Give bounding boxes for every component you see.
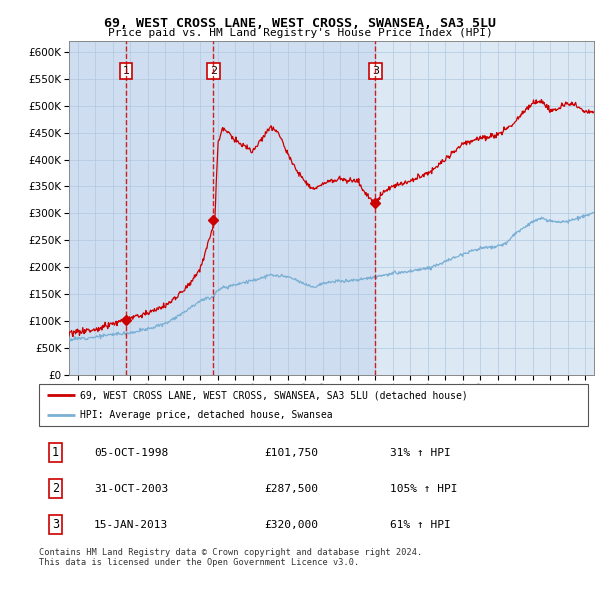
Text: 69, WEST CROSS LANE, WEST CROSS, SWANSEA, SA3 5LU: 69, WEST CROSS LANE, WEST CROSS, SWANSEA… <box>104 17 496 30</box>
Bar <box>126 41 214 375</box>
Text: 31-OCT-2003: 31-OCT-2003 <box>94 484 168 494</box>
Text: 15-JAN-2013: 15-JAN-2013 <box>94 520 168 530</box>
Text: 1: 1 <box>52 446 59 459</box>
Text: 2: 2 <box>210 66 217 76</box>
Text: Price paid vs. HM Land Registry's House Price Index (HPI): Price paid vs. HM Land Registry's House … <box>107 28 493 38</box>
Text: Contains HM Land Registry data © Crown copyright and database right 2024.
This d: Contains HM Land Registry data © Crown c… <box>39 548 422 567</box>
Text: 3: 3 <box>52 518 59 531</box>
FancyBboxPatch shape <box>39 384 588 426</box>
Bar <box>214 41 375 375</box>
Text: £101,750: £101,750 <box>264 448 318 457</box>
Text: HPI: Average price, detached house, Swansea: HPI: Average price, detached house, Swan… <box>80 410 333 420</box>
Text: 105% ↑ HPI: 105% ↑ HPI <box>391 484 458 494</box>
Text: 69, WEST CROSS LANE, WEST CROSS, SWANSEA, SA3 5LU (detached house): 69, WEST CROSS LANE, WEST CROSS, SWANSEA… <box>80 391 468 401</box>
Bar <box>69 41 126 375</box>
Text: 1: 1 <box>122 66 130 76</box>
Text: 31% ↑ HPI: 31% ↑ HPI <box>391 448 451 457</box>
Text: 05-OCT-1998: 05-OCT-1998 <box>94 448 168 457</box>
Text: £287,500: £287,500 <box>264 484 318 494</box>
Text: 3: 3 <box>372 66 379 76</box>
Text: £320,000: £320,000 <box>264 520 318 530</box>
Text: 2: 2 <box>52 482 59 495</box>
Text: 61% ↑ HPI: 61% ↑ HPI <box>391 520 451 530</box>
